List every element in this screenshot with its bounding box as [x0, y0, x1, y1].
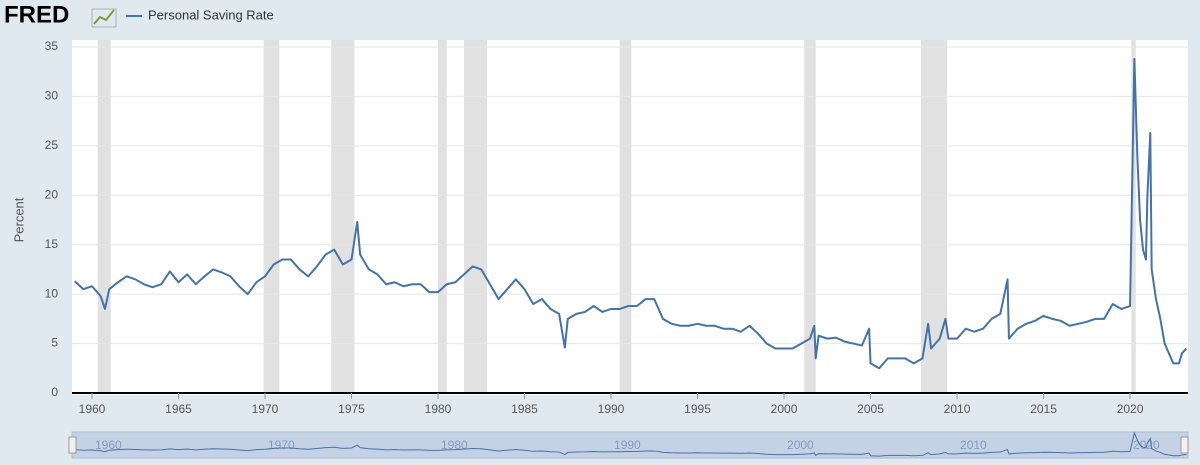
y-tick-label: 15: [45, 237, 59, 251]
y-tick-label: 35: [45, 39, 59, 53]
recession-band: [263, 40, 280, 393]
navigator-line: [74, 431, 1187, 457]
x-tick-label: 2000: [771, 402, 798, 416]
x-tick-label: 1965: [165, 402, 192, 416]
navigator-label: 2000: [787, 438, 814, 452]
x-tick-label: 1970: [252, 402, 279, 416]
x-tick-label: 2020: [1117, 402, 1144, 416]
navigator-handle: [1180, 436, 1189, 454]
logo-icon: [93, 9, 115, 25]
x-tick-label: 1985: [511, 402, 538, 416]
navigator-label: 1960: [95, 438, 122, 452]
recession-band: [331, 40, 355, 393]
x-tick-label: 1975: [338, 402, 365, 416]
recession-band: [97, 40, 111, 393]
navigator-label: 2010: [960, 438, 987, 452]
logo-frame: [91, 8, 117, 28]
data-line: [74, 57, 1188, 370]
y-tick-label: 25: [45, 138, 59, 152]
navigator-handle: [68, 436, 77, 454]
x-tick-label: 2005: [857, 402, 884, 416]
y-tick-label: 10: [45, 286, 59, 300]
recession-band: [463, 40, 487, 393]
navigator-label: 1990: [614, 438, 641, 452]
y-tick-label: 5: [51, 336, 58, 350]
recession-band: [804, 40, 816, 393]
legend-label: Personal Saving Rate: [148, 7, 274, 22]
x-tick-label: 2010: [944, 402, 971, 416]
recession-band: [1131, 40, 1136, 393]
x-tick-label: 1980: [425, 402, 452, 416]
recession-band: [921, 40, 948, 393]
x-tick-label: 1960: [79, 402, 106, 416]
x-tick-label: 1995: [684, 402, 711, 416]
recession-band: [438, 40, 447, 393]
navigator: [71, 431, 1189, 459]
recession-band: [619, 40, 632, 393]
y-tick-label: 30: [45, 89, 59, 103]
navigator-label: 1980: [441, 438, 468, 452]
y-axis-label: Percent: [11, 197, 26, 242]
x-tick-label: 2015: [1030, 402, 1057, 416]
navigator-label: 1970: [268, 438, 295, 452]
y-tick-label: 0: [51, 385, 58, 399]
brand-logo: FRED: [4, 1, 69, 28]
y-tick-label: 20: [45, 187, 59, 201]
x-tick-label: 1990: [598, 402, 625, 416]
